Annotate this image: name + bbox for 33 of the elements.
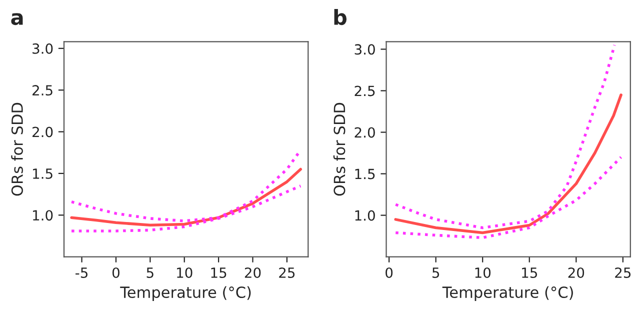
y-axis-title: ORs for SDD <box>11 102 23 196</box>
line-series <box>394 93 622 234</box>
line-series <box>70 168 302 227</box>
chart-title: b <box>334 8 347 26</box>
x-axis-title: Temperature (°C) <box>442 286 573 301</box>
x-tick-label: 0 <box>112 267 120 278</box>
y-tick-label: 3.0 <box>354 44 375 55</box>
x-tick-label: 15 <box>211 268 226 278</box>
x-tick-label: 25 <box>279 267 295 278</box>
y-tick-label: 1.5 <box>355 168 375 180</box>
y-tick-label: 3.0 <box>32 43 53 54</box>
x-tick-label: 10 <box>177 267 192 278</box>
x-tick-label: 20 <box>568 267 584 278</box>
y-tick-label: 1.0 <box>33 210 53 221</box>
x-tick-label: 15 <box>522 268 537 278</box>
y-tick-label: 2.0 <box>354 127 375 138</box>
y-tick-label: 1.5 <box>33 168 52 179</box>
x-tick-label: 5 <box>146 268 154 278</box>
x-axis-title: Temperature (°C) <box>120 286 251 301</box>
y-axis-title: ORs for SDD <box>333 102 346 196</box>
x-tick-label: -5 <box>76 268 88 278</box>
x-tick-label: 5 <box>432 268 440 278</box>
x-tick-label: 25 <box>615 267 631 278</box>
y-tick-label: 2.0 <box>32 126 53 138</box>
x-tick-label: 10 <box>475 267 491 278</box>
x-tick-label: 20 <box>244 267 261 278</box>
y-tick-label: 1.0 <box>355 210 375 221</box>
chart-title: a <box>11 13 23 26</box>
y-tick-label: 2.5 <box>32 85 52 96</box>
line-series <box>394 156 622 240</box>
y-tick-label: 2.5 <box>354 86 375 96</box>
line-series <box>394 44 616 230</box>
x-tick-label: 0 <box>386 267 393 278</box>
